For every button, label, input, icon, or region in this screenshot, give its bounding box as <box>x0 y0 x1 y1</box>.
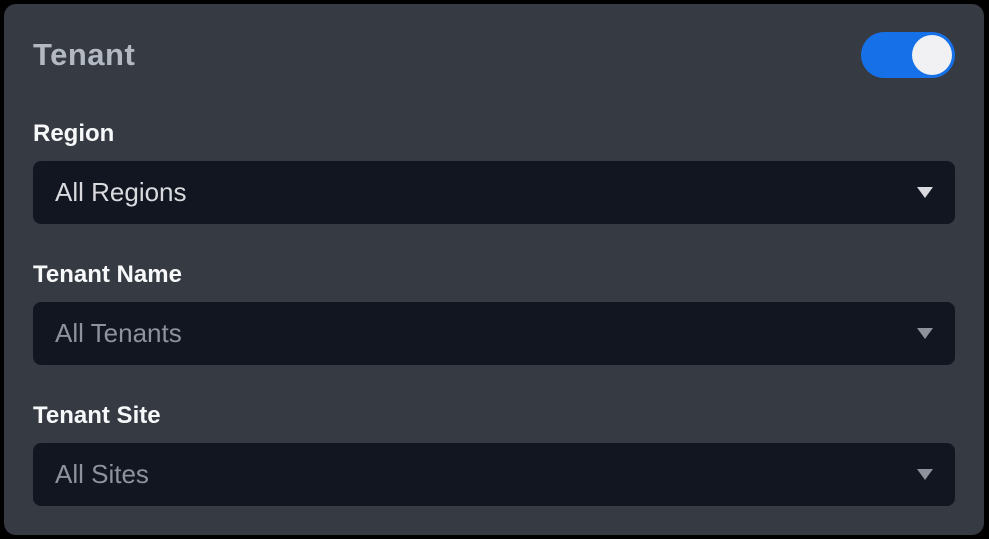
field-group-tenant-name: Tenant Name All Tenants <box>33 261 955 365</box>
chevron-down-icon <box>917 469 933 480</box>
tenant-filter-panel: Tenant Region All Regions Tenant Name Al… <box>4 4 984 535</box>
chevron-down-icon <box>917 187 933 198</box>
region-select[interactable]: All Regions <box>33 161 955 224</box>
tenant-toggle[interactable] <box>861 32 955 78</box>
field-group-region: Region All Regions <box>33 120 955 224</box>
tenant-name-label: Tenant Name <box>33 261 182 288</box>
chevron-down-icon <box>917 328 933 339</box>
tenant-name-select[interactable]: All Tenants <box>33 302 955 365</box>
panel-header: Tenant <box>33 4 955 80</box>
region-select-value: All Regions <box>55 177 187 207</box>
field-group-tenant-site: Tenant Site All Sites <box>33 402 955 506</box>
panel-title: Tenant <box>33 37 136 72</box>
tenant-name-select-value: All Tenants <box>55 318 182 348</box>
tenant-site-select[interactable]: All Sites <box>33 443 955 506</box>
region-label: Region <box>33 120 115 147</box>
tenant-site-select-value: All Sites <box>55 459 149 489</box>
toggle-knob <box>912 35 952 75</box>
tenant-site-label: Tenant Site <box>33 402 161 429</box>
